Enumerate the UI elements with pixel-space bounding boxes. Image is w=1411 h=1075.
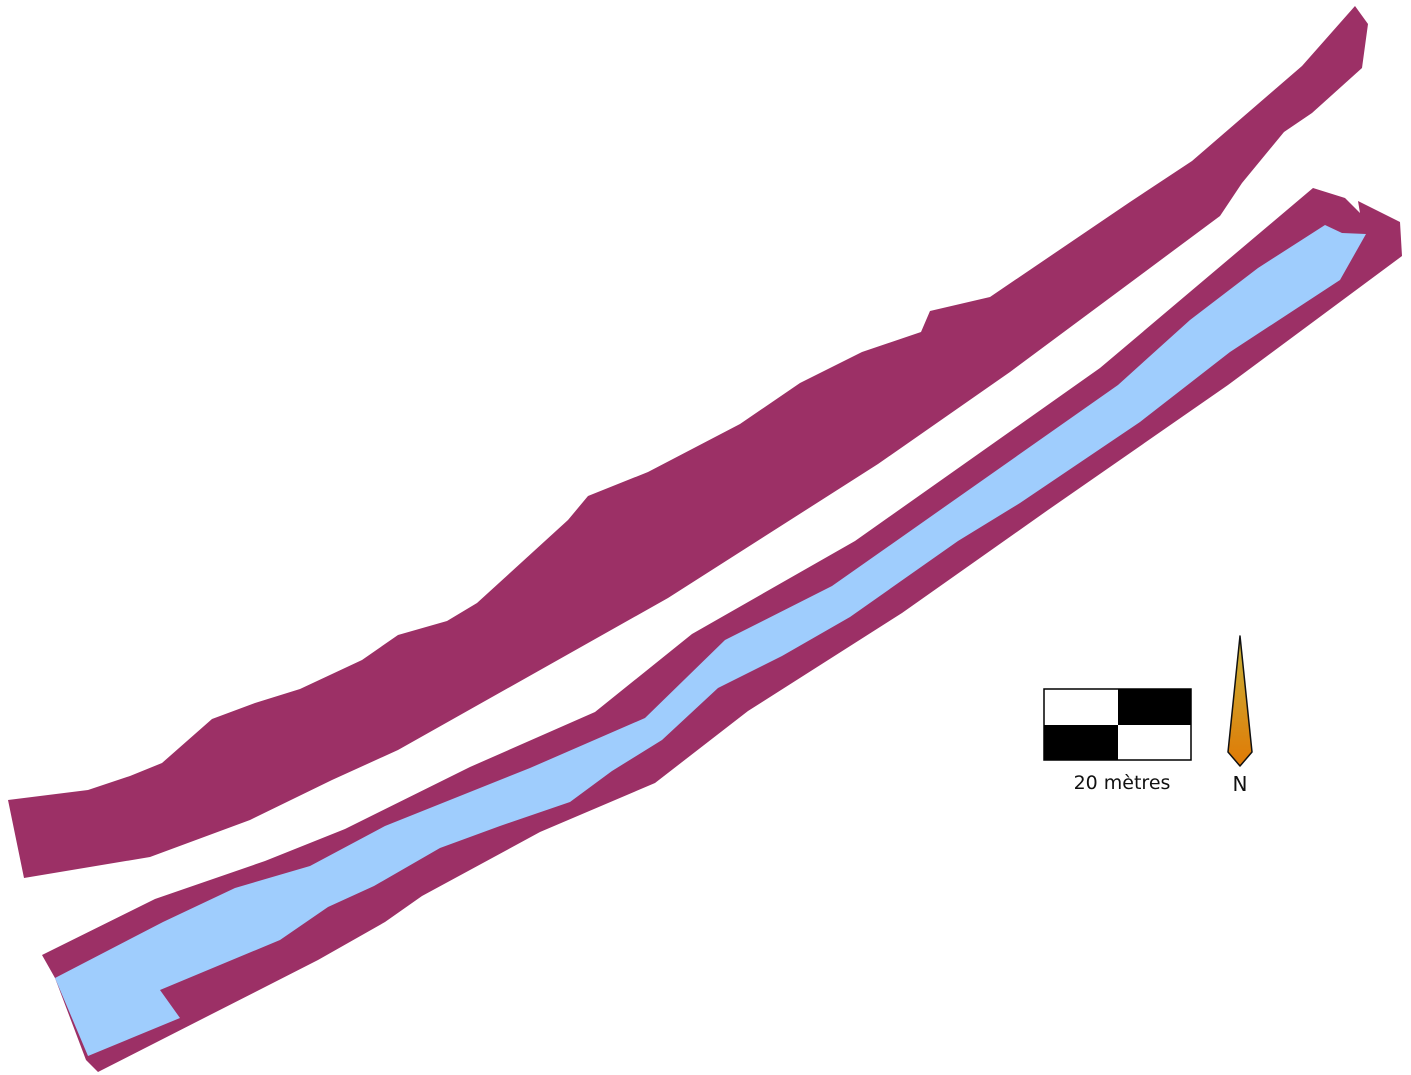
upper-buffer-band — [8, 6, 1368, 878]
scale-bar-cell-top-left — [1044, 689, 1118, 725]
water-channel — [55, 225, 1366, 1056]
scale-bar-cell-bottom-left — [1044, 725, 1118, 760]
scale-bar-cell-bottom-right — [1118, 725, 1191, 760]
scale-bar-frame — [1043, 688, 1192, 761]
scale-bar — [1043, 688, 1192, 761]
scale-bar-cell-top-right — [1118, 689, 1191, 725]
north-arrow-icon — [1227, 635, 1253, 767]
north-arrow-label: N — [1232, 772, 1248, 796]
scale-bar-label: 20 mètres — [1073, 772, 1171, 794]
